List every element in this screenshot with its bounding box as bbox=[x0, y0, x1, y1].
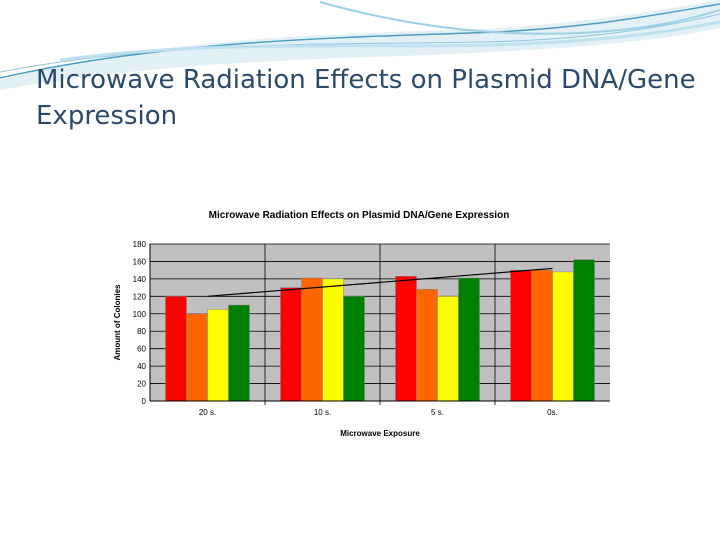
y-tick-label: 80 bbox=[137, 327, 146, 336]
bar-4-0s bbox=[573, 259, 595, 402]
y-tick-label: 0 bbox=[142, 397, 147, 406]
y-tick-label: 20 bbox=[137, 380, 146, 389]
slide-title: Microwave Radiation Effects on Plasmid D… bbox=[36, 65, 696, 131]
x-tick-label: 0s. bbox=[547, 408, 558, 417]
x-tick-label: 20 s. bbox=[199, 408, 216, 417]
y-axis-title: Amount of Colonies bbox=[113, 284, 122, 361]
y-tick-label: 140 bbox=[133, 275, 147, 284]
y-tick-label: 40 bbox=[137, 362, 146, 371]
bar-4-5s bbox=[458, 277, 480, 402]
wave-line-1 bbox=[0, 3, 720, 79]
x-tick-label: 10 s. bbox=[314, 408, 331, 417]
bar-1-20s bbox=[165, 296, 187, 402]
header-wave-decoration bbox=[0, 0, 720, 90]
y-tick-label: 100 bbox=[133, 310, 147, 319]
bar-1-5s bbox=[395, 276, 417, 402]
trendline bbox=[207, 267, 553, 297]
bar-2-5s bbox=[416, 289, 438, 402]
bar-3-0s bbox=[552, 271, 574, 402]
chart-title: Microwave Radiation Effects on Plasmid D… bbox=[209, 210, 510, 221]
y-tick-label: 160 bbox=[133, 257, 147, 266]
bar-chart: Microwave Radiation Effects on Plasmid D… bbox=[113, 210, 610, 438]
wave-line-4 bbox=[319, 1, 720, 35]
y-tick-label: 60 bbox=[137, 345, 146, 354]
bar-3-20s bbox=[207, 309, 229, 402]
chart-container: Microwave Radiation Effects on Plasmid D… bbox=[103, 198, 617, 445]
bar-4-10s bbox=[343, 296, 365, 402]
x-tick-label: 5 s. bbox=[431, 408, 444, 417]
y-tick-label: 180 bbox=[133, 240, 147, 249]
bar-2-20s bbox=[186, 313, 208, 402]
bar-3-5s bbox=[437, 296, 459, 402]
wave-line-3 bbox=[59, 20, 720, 62]
bar-2-0s bbox=[531, 269, 553, 402]
bar-1-0s bbox=[510, 269, 532, 402]
y-tick-label: 120 bbox=[133, 292, 147, 301]
x-axis-title: Microwave Exposure bbox=[340, 429, 420, 438]
bar-1-10s bbox=[280, 287, 302, 402]
bar-2-10s bbox=[301, 277, 323, 402]
bar-4-20s bbox=[228, 304, 250, 402]
bar-3-10s bbox=[322, 278, 344, 402]
